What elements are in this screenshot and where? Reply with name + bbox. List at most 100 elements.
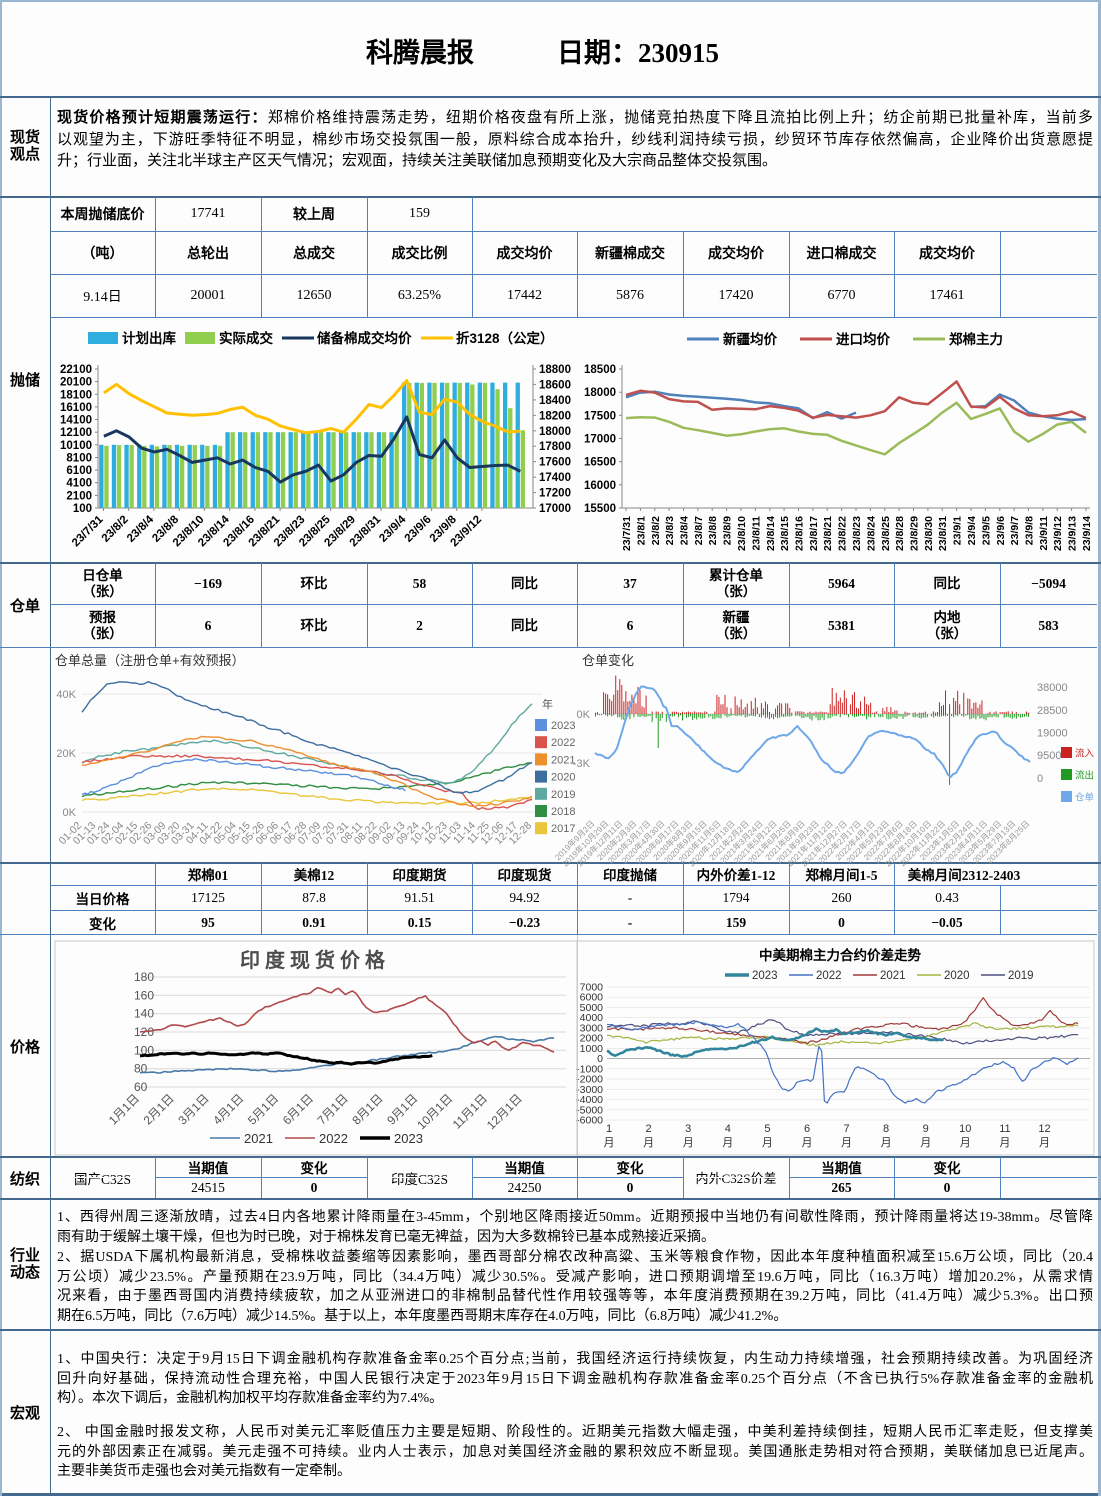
svg-text:0: 0 [1037,773,1043,785]
svg-text:新疆均价: 新疆均价 [723,331,777,347]
svg-text:5: 5 [764,1123,770,1135]
svg-text:2022: 2022 [551,737,575,749]
svg-text:11月1日: 11月1日 [450,1091,490,1131]
svg-text:流出: 流出 [1075,770,1094,782]
svg-text:12: 12 [1038,1123,1050,1135]
svg-text:16000: 16000 [584,480,616,492]
svg-text:8月1日: 8月1日 [349,1091,385,1127]
svg-text:2023: 2023 [551,720,575,732]
svg-text:6月1日: 6月1日 [280,1091,316,1127]
svg-text:23/8/17: 23/8/17 [808,516,820,551]
svg-text:80: 80 [134,1062,148,1076]
svg-text:18800: 18800 [539,364,571,376]
svg-text:2023: 2023 [752,970,778,982]
svg-text:16100: 16100 [60,402,92,414]
svg-text:年: 年 [542,697,553,711]
svg-text:2100: 2100 [66,490,92,502]
svg-text:2020: 2020 [944,970,970,982]
svg-text:23/9/14: 23/9/14 [1081,516,1093,551]
svg-text:储备棉成交均价: 储备棉成交均价 [316,330,412,346]
svg-text:6000: 6000 [580,992,604,1004]
svg-text:22100: 22100 [60,364,92,376]
svg-text:17800: 17800 [539,441,571,453]
svg-text:月: 月 [802,1137,813,1149]
svg-text:2020: 2020 [551,772,575,784]
svg-text:23/8/22: 23/8/22 [837,516,849,551]
svg-text:8: 8 [883,1123,889,1135]
svg-text:23/8/11: 23/8/11 [750,516,762,551]
svg-text:月: 月 [999,1137,1010,1149]
svg-text:18400: 18400 [539,395,571,407]
svg-text:23/8/7: 23/8/7 [693,516,705,545]
svg-text:月: 月 [960,1137,971,1149]
svg-text:流入: 流入 [1075,748,1095,760]
svg-text:0K: 0K [63,807,77,819]
svg-text:23/8/10: 23/8/10 [736,516,748,551]
svg-text:计划出库: 计划出库 [122,330,176,346]
svg-text:23/8/15: 23/8/15 [779,516,791,551]
svg-text:2018: 2018 [551,806,575,818]
svg-text:2月1日: 2月1日 [141,1091,177,1127]
svg-text:2021: 2021 [244,1131,273,1146]
svg-text:23/8/1: 23/8/1 [635,516,647,545]
svg-text:18000: 18000 [584,387,616,399]
svg-text:3: 3 [685,1123,691,1135]
svg-text:4月1日: 4月1日 [210,1091,246,1127]
svg-text:7000: 7000 [580,982,604,994]
svg-text:10100: 10100 [60,440,92,452]
svg-text:23/8/30: 23/8/30 [923,516,935,551]
svg-text:5000: 5000 [580,1002,604,1014]
svg-text:2023: 2023 [394,1131,423,1146]
svg-text:8100: 8100 [66,453,92,465]
svg-text:23/8/2: 23/8/2 [650,516,662,545]
svg-text:1: 1 [606,1123,612,1135]
svg-text:60: 60 [134,1080,148,1094]
svg-text:100: 100 [134,1043,154,1057]
svg-text:23/8/24: 23/8/24 [865,516,877,551]
svg-text:1月1日: 1月1日 [106,1091,142,1127]
svg-text:23/7/31: 23/7/31 [621,516,633,551]
svg-text:17500: 17500 [584,410,616,422]
svg-text:2019: 2019 [551,789,575,801]
svg-text:10: 10 [959,1123,971,1135]
svg-text:6: 6 [804,1123,810,1135]
svg-text:月: 月 [643,1137,654,1149]
svg-text:12100: 12100 [60,427,92,439]
svg-text:23/8/16: 23/8/16 [794,516,806,551]
svg-text:2019: 2019 [1008,970,1034,982]
svg-text:180: 180 [134,970,154,984]
svg-text:3000: 3000 [580,1022,604,1034]
svg-text:23/8/31: 23/8/31 [937,516,949,551]
svg-text:0K: 0K [577,709,591,721]
svg-text:17000: 17000 [539,503,571,515]
svg-text:月: 月 [881,1137,892,1149]
svg-text:月: 月 [1039,1137,1050,1149]
svg-text:23/8/2: 23/8/2 [100,514,131,545]
svg-text:23/8/9: 23/8/9 [722,516,734,545]
svg-text:1000: 1000 [580,1043,604,1055]
svg-text:23/9/7: 23/9/7 [1009,516,1021,545]
svg-text:0: 0 [597,1053,603,1065]
svg-text:16500: 16500 [584,457,616,469]
svg-text:月: 月 [722,1137,733,1149]
svg-text:23/8/21: 23/8/21 [822,516,834,551]
svg-text:100: 100 [73,503,92,515]
svg-text:3月1日: 3月1日 [175,1091,211,1127]
svg-text:仓单: 仓单 [1075,792,1095,804]
svg-text:23/8/8: 23/8/8 [707,516,719,545]
svg-text:23/7/31: 23/7/31 [70,513,106,549]
svg-text:23/9/13: 23/9/13 [1067,516,1079,551]
svg-text:40K: 40K [56,689,76,701]
svg-text:6100: 6100 [66,465,92,477]
svg-text:15500: 15500 [584,503,616,515]
svg-text:160: 160 [134,988,154,1002]
svg-text:23/9/4: 23/9/4 [966,516,978,545]
svg-text:印度现货价格: 印度现货价格 [240,948,390,972]
svg-text:23/8/14: 23/8/14 [765,516,777,551]
svg-text:17600: 17600 [539,457,571,469]
svg-text:-4000: -4000 [576,1094,603,1106]
svg-text:23/9/4: 23/9/4 [377,513,409,545]
svg-text:20K: 20K [56,748,76,760]
svg-text:11: 11 [999,1123,1010,1135]
svg-text:23/8/25: 23/8/25 [880,516,892,551]
